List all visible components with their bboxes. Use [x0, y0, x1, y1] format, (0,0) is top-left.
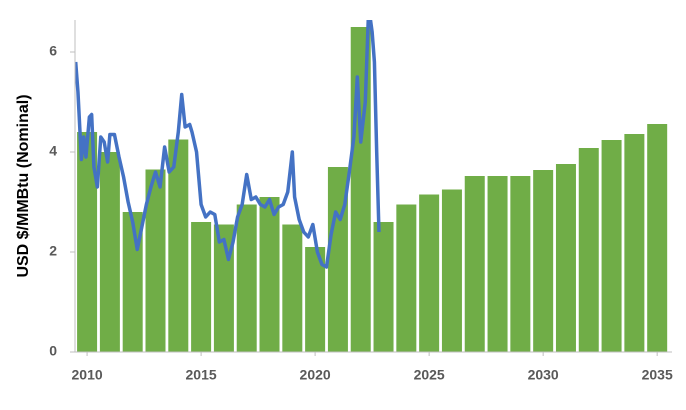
- bar: [464, 176, 485, 352]
- x-tick-label: 2035: [642, 367, 673, 383]
- bar: [168, 139, 189, 352]
- x-tick-label: 2030: [528, 367, 559, 383]
- bar: [555, 164, 576, 352]
- bar: [373, 222, 394, 352]
- y-tick-label: 0: [49, 343, 57, 359]
- y-tick-label: 6: [49, 43, 57, 59]
- bar: [578, 148, 599, 352]
- bar: [396, 204, 417, 352]
- bar: [487, 176, 508, 352]
- bar: [259, 197, 280, 352]
- y-tick-label: 2: [49, 243, 57, 259]
- x-tick-label: 2020: [300, 367, 331, 383]
- bar: [419, 194, 440, 352]
- bar: [441, 189, 462, 352]
- bar: [601, 140, 622, 352]
- bar: [236, 204, 257, 352]
- bar: [145, 169, 166, 352]
- bar: [510, 176, 531, 352]
- bar: [99, 152, 120, 352]
- bar: [624, 134, 645, 352]
- bar: [77, 132, 98, 352]
- bar: [533, 170, 554, 352]
- bar: [282, 224, 303, 352]
- x-tick-label: 2025: [414, 367, 445, 383]
- bar: [191, 222, 212, 352]
- x-tick-label: 2015: [186, 367, 217, 383]
- plot-area: [75, 20, 668, 352]
- x-tick-label: 2010: [72, 367, 103, 383]
- line: [75, 20, 381, 269]
- y-tick-label: 4: [49, 143, 57, 159]
- bar: [647, 124, 668, 352]
- bar: [305, 247, 326, 352]
- y-axis-label: USD $/MMBtu (Nominal): [15, 94, 32, 277]
